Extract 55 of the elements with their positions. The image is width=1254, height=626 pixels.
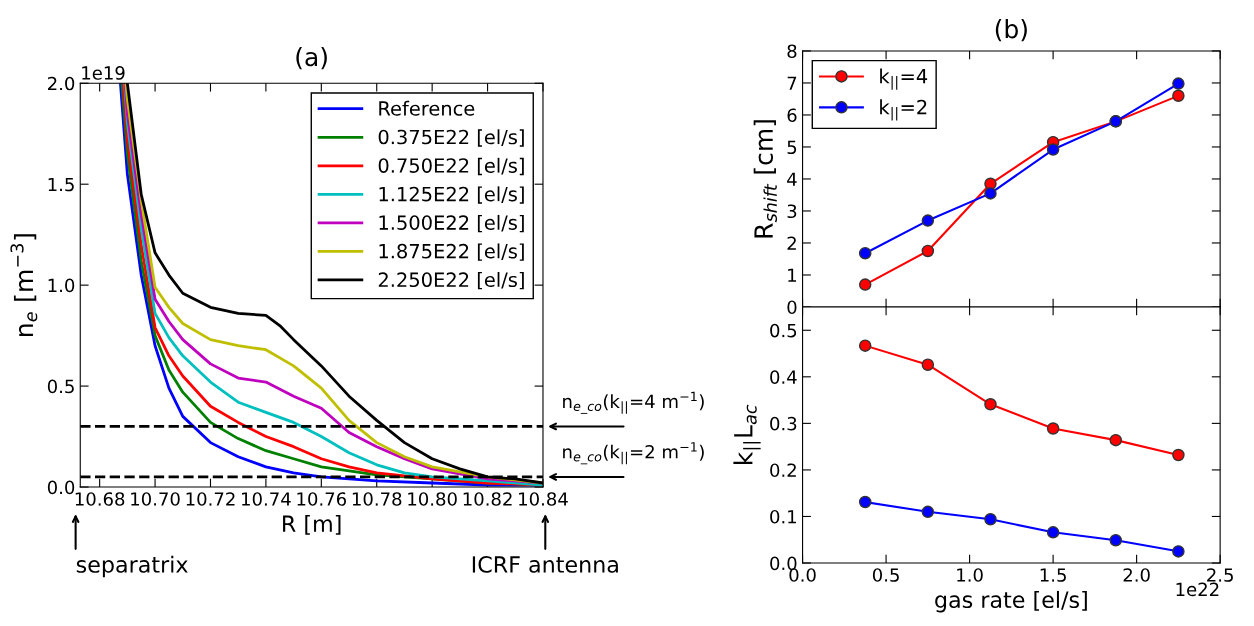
y-tick-label: 2.0 xyxy=(48,76,75,91)
legend-label: Reference xyxy=(379,100,475,116)
y-tick-label: 0.5 xyxy=(770,323,797,338)
y-tick-label: 0.3 xyxy=(770,416,797,431)
y-tick-label: 5 xyxy=(787,140,797,155)
y-tick-label: 0.0 xyxy=(47,480,75,495)
legend-label: 1.500E22 [el/s] xyxy=(379,214,524,233)
x-tick-label: 10.82 xyxy=(463,492,512,506)
y-tick-label: 3 xyxy=(787,204,797,219)
x-tick-label: 10.68 xyxy=(75,492,125,506)
y-axis-title: n$_{e}$ [m$^{−3}$] xyxy=(10,234,38,336)
y-tick-label: 8 xyxy=(787,44,797,59)
chart-title: (b) xyxy=(995,19,1027,42)
text: n$_{e_co}$(k$_{||}$=2 m$^{−1}$) xyxy=(563,442,704,465)
legend-label: 0.375E22 [el/s] xyxy=(378,129,524,147)
x-tick-label: 2.0 xyxy=(1123,568,1150,582)
y-tick-label: 4 xyxy=(787,172,797,186)
x-tick-label: 10.72 xyxy=(186,492,235,506)
y-tick-label: 2 xyxy=(787,236,796,250)
x-axis-title: R [m] xyxy=(283,514,341,535)
x-tick-label: 0.5 xyxy=(872,568,899,582)
x-tick-label: 10.76 xyxy=(297,492,347,506)
legend-label: 2.250E22 [el/s] xyxy=(378,272,524,290)
x-tick-label: 1.5 xyxy=(1040,568,1066,582)
y-tick-label: 6 xyxy=(787,108,797,123)
text: n$_{e_co}$(k$_{||}$=4 m$^{−1}$) xyxy=(563,391,704,414)
y-tick-label: 1.5 xyxy=(48,177,74,192)
text: separatrix xyxy=(76,555,188,578)
x-tick-label: 10.84 xyxy=(519,492,568,506)
x-tick-label: 1.0 xyxy=(957,568,983,582)
x-tick-label: 10.70 xyxy=(131,492,180,506)
y-tick-label: 1.0 xyxy=(48,278,75,293)
y-axis-title: R$_{shift}$ [cm] xyxy=(753,120,778,238)
y-tick-label: 0 xyxy=(787,300,797,315)
y-tick-label: 7 xyxy=(787,76,797,90)
y-tick-label: 0.5 xyxy=(47,379,74,394)
y-tick-label: 0.4 xyxy=(770,370,797,384)
legend-label: 1.875E22 [el/s] xyxy=(379,243,524,261)
chart-title: (a) xyxy=(296,46,327,70)
legend-label: 1.125E22 [el/s] xyxy=(379,186,524,204)
legend-label: 0.750E22 [el/s] xyxy=(378,157,524,176)
x-tick-label: 10.74 xyxy=(242,492,291,506)
x-tick-label: 10.80 xyxy=(408,492,457,506)
x-axis-title: gas rate [el/s] xyxy=(935,590,1087,613)
text: 1e22 xyxy=(1176,582,1219,597)
y-tick-label: 0.2 xyxy=(770,463,796,478)
legend-label: k$_{||}$=4 xyxy=(880,68,928,90)
y-tick-label: 0.1 xyxy=(770,509,797,524)
x-tick-label: 2.5 xyxy=(1207,568,1233,582)
y-tick-label: 1 xyxy=(788,268,797,282)
x-tick-label: 10.78 xyxy=(352,492,402,506)
text: ICRF antenna xyxy=(472,556,618,573)
legend-label: k$_{||}$=2 xyxy=(880,99,927,121)
y-axis-title: k$_{||}$L$_{ac}$ xyxy=(733,404,761,464)
text: 1e19 xyxy=(82,66,125,80)
